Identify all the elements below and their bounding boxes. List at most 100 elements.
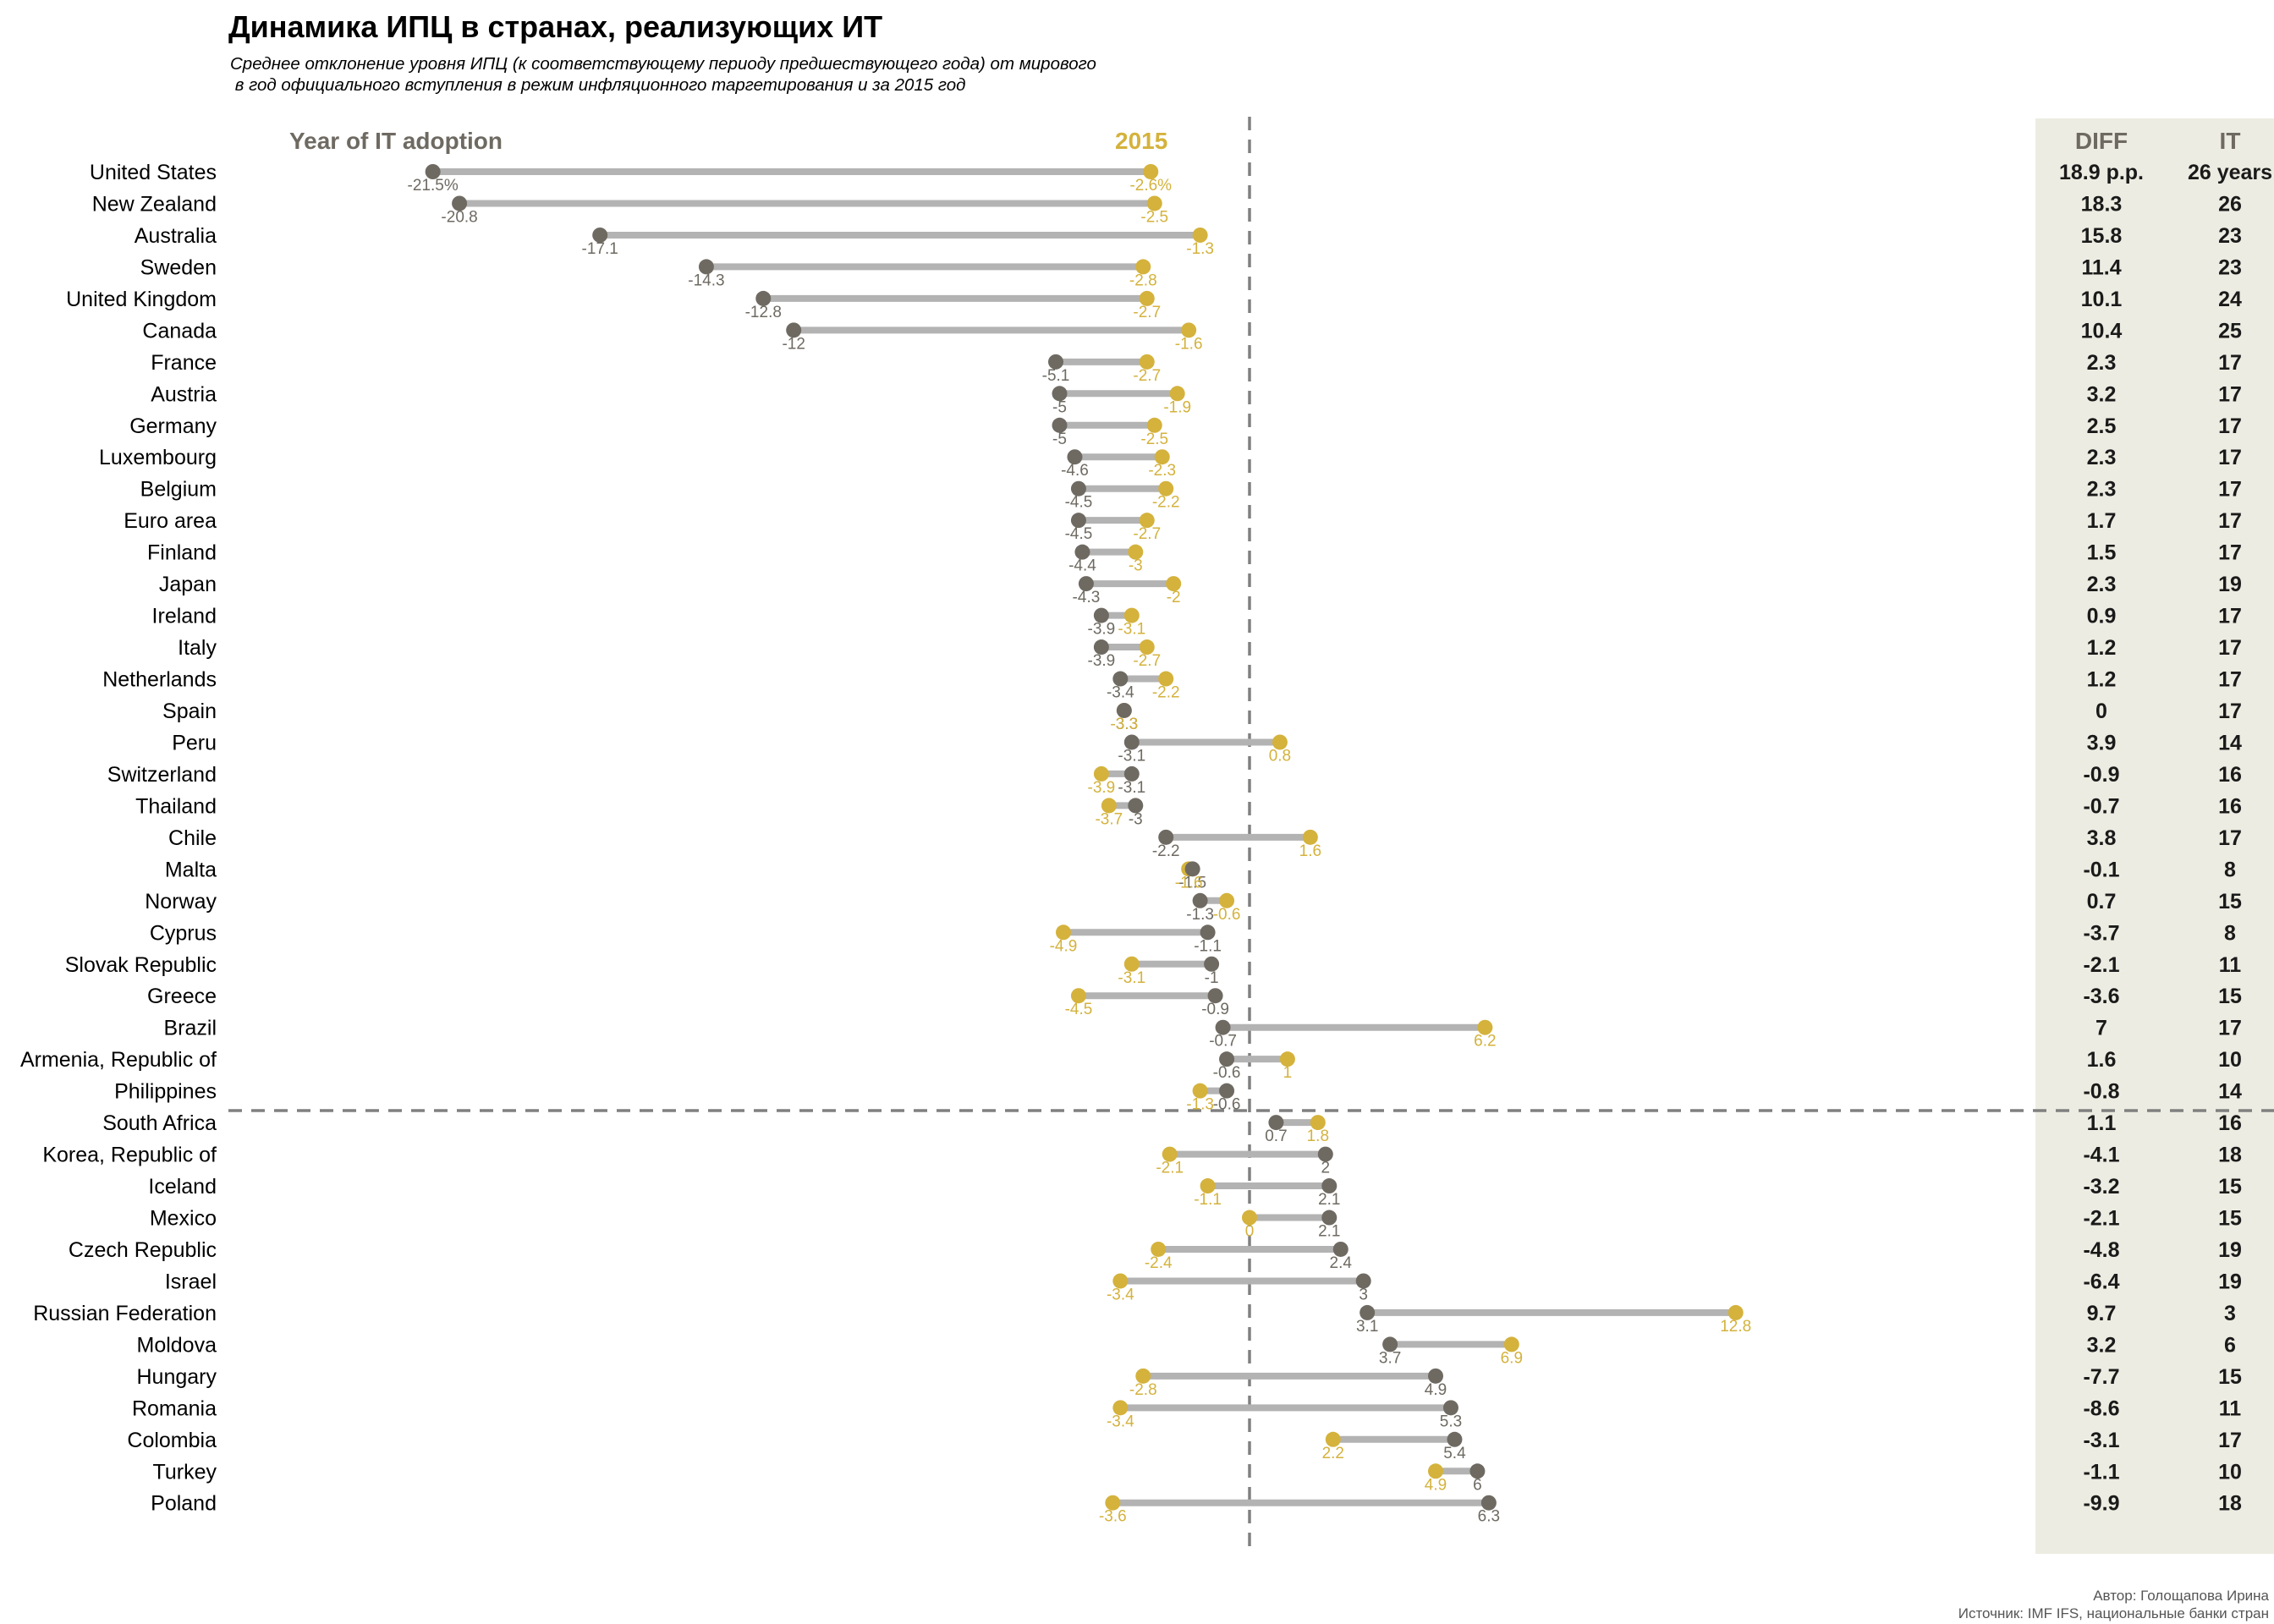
chart-row: United Kingdom -12.8 -2.7 10.1 24 (66, 288, 2242, 321)
point-2015 (1503, 1336, 1519, 1352)
table-cell-diff: -0.9 (2083, 763, 2119, 787)
table-cell-diff: -6.4 (2083, 1270, 2119, 1293)
table-cell-it-years: 24 (2218, 288, 2242, 311)
point-it-adoption (592, 227, 608, 243)
table-cell-it-years: 25 (2218, 319, 2242, 343)
table-cell-it-years: 8 (2224, 921, 2236, 945)
label-it-adoption: -1.1 (1194, 937, 1222, 955)
label-it-adoption: -1 (1205, 969, 1219, 987)
point-it-adoption (1128, 798, 1144, 814)
point-2015 (1166, 576, 1182, 592)
country-label: Colombia (127, 1429, 217, 1452)
country-label: Finland (147, 541, 217, 565)
label-it-adoption: -5 (1052, 398, 1067, 416)
label-it-adoption: 0.7 (1265, 1127, 1287, 1145)
chart-row: Ireland -3.9 -3.1 0.9 17 (152, 605, 2242, 639)
table-cell-diff: -3.2 (2083, 1175, 2119, 1199)
chart-row: Russian Federation 3.1 12.8 9.7 3 (33, 1302, 2236, 1336)
country-label: Iceland (148, 1175, 217, 1199)
point-2015 (1279, 1051, 1295, 1067)
table-cell-it-years: 15 (2218, 1175, 2242, 1199)
label-2015: -2.2 (1152, 684, 1180, 702)
label-it-adoption: -3.3 (1110, 716, 1138, 733)
label-it-adoption: -3.1 (1118, 747, 1145, 765)
label-it-adoption: -14.3 (688, 272, 724, 289)
country-label: United States (90, 161, 217, 184)
country-label: Luxembourg (99, 446, 217, 469)
table-cell-it-years: 16 (2218, 794, 2242, 818)
country-label: Germany (129, 414, 217, 438)
table-cell-diff: 2.3 (2087, 351, 2117, 375)
point-it-adoption (1428, 1368, 1444, 1384)
table-cell-diff: -0.1 (2083, 858, 2119, 881)
label-2015: -1.3 (1186, 1096, 1214, 1114)
label-2015: -3.4 (1107, 1286, 1134, 1303)
point-it-adoption (1332, 1241, 1348, 1257)
chart-row: Spain-3.3-3.30 17 (162, 700, 2242, 733)
label-it-adoption: 2.1 (1318, 1223, 1340, 1241)
country-label: Euro area (124, 509, 217, 533)
table-cell-diff: -8.6 (2083, 1396, 2119, 1420)
point-2015 (1055, 924, 1071, 941)
table-cell-diff: 2.3 (2087, 573, 2117, 596)
label-2015: -2.2 (1152, 494, 1180, 512)
label-it-adoption: -4.5 (1065, 494, 1093, 512)
table-cell-diff: 0.9 (2087, 605, 2117, 628)
table-cell-diff: 2.5 (2087, 414, 2117, 438)
footer-source: Источник: IMF IFS, национальные банки ст… (1958, 1605, 2269, 1621)
table-cell-diff: 1.1 (2087, 1111, 2117, 1135)
chart-row: Netherlands -3.4 -2.2 1.2 17 (102, 668, 2242, 702)
table-cell-it-years: 17 (2218, 668, 2242, 692)
table-cell-it-years: 19 (2218, 1238, 2242, 1262)
chart-row: Mexico 2.1 0 -2.1 15 (150, 1207, 2242, 1241)
point-it-adoption (1074, 544, 1090, 560)
chart-row: Austria -5 -1.9 3.2 17 (151, 382, 2242, 416)
label-it-adoption: 6 (1473, 1476, 1482, 1494)
chart-row: Switzerland -3.1-3.9 -0.9 16 (107, 763, 2242, 797)
table-cell-diff: 2.3 (2087, 478, 2117, 502)
label-2015: -4.5 (1065, 1001, 1093, 1018)
point-it-adoption (1215, 1019, 1231, 1035)
table-cell-diff: -4.1 (2083, 1144, 2119, 1167)
chart-row: Euro area -4.5 -2.7 1.7 17 (124, 509, 2242, 543)
chart-row: Brazil -0.7 6.2 7 17 (163, 1017, 2241, 1051)
table-cell-it-years: 17 (2218, 605, 2242, 628)
point-2015 (1151, 1241, 1167, 1257)
legend-2015-label: 2015 (1115, 128, 1167, 154)
table-cell-diff: 15.8 (2081, 224, 2123, 248)
point-2015 (1093, 765, 1109, 782)
country-label: Spain (162, 700, 217, 723)
point-it-adoption (1093, 639, 1109, 656)
table-cell-diff: 1.5 (2087, 541, 2117, 565)
chart-row: Moldova 3.7 6.9 3.2 6 (137, 1333, 2236, 1367)
point-2015 (1192, 227, 1208, 243)
point-2015 (1112, 1400, 1129, 1416)
chart-row: Finland -4.4 -3 1.5 17 (147, 541, 2242, 575)
table-cell-it-years: 18 (2218, 1492, 2242, 1516)
table-cell-diff: -3.6 (2083, 985, 2119, 1008)
legend-adoption-label: Year of IT adoption (289, 128, 503, 154)
point-2015 (1200, 1178, 1216, 1194)
chart-row: Sweden -14.3 -2.8 11.4 23 (140, 255, 2242, 289)
point-it-adoption (1112, 671, 1129, 687)
point-it-adoption (1078, 576, 1094, 592)
point-2015 (1192, 1083, 1208, 1099)
table-cell-it-years: 18 (2218, 1144, 2242, 1167)
country-label: Netherlands (102, 668, 217, 692)
chart-row: Cyprus -1.1 -4.9 -3.7 8 (150, 921, 2236, 955)
point-2015 (1242, 1210, 1257, 1226)
country-label: Czech Republic (69, 1238, 217, 1262)
point-it-adoption (1317, 1146, 1333, 1162)
label-2015: 1.8 (1307, 1127, 1329, 1145)
country-label: France (151, 351, 217, 375)
table-header-diff: DIFF (2075, 128, 2128, 154)
point-it-adoption (786, 322, 802, 338)
label-2015: 1.6 (1299, 842, 1321, 860)
label-2015: 6.9 (1501, 1349, 1523, 1367)
label-2015: -2.5 (1140, 208, 1168, 226)
point-2015 (1112, 1273, 1129, 1289)
label-it-adoption: 3.7 (1379, 1349, 1401, 1367)
point-it-adoption (1442, 1400, 1458, 1416)
table-cell-diff: 18.9 p.p. (2059, 161, 2144, 184)
table-header-it: IT (2220, 128, 2241, 154)
